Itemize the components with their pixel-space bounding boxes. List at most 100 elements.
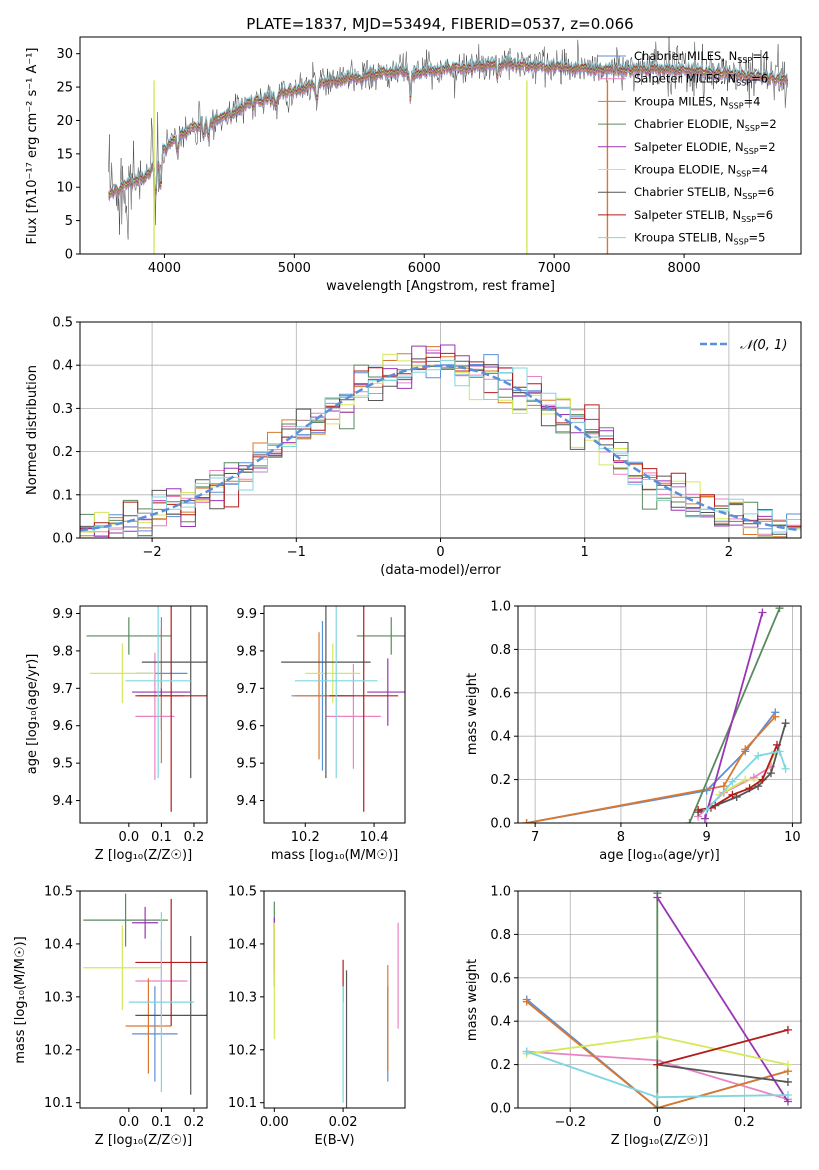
tick-label-x: 0.2	[184, 830, 205, 845]
tick-label-y: 30	[56, 47, 73, 62]
legend-label: Salpeter STELIB, NSSP=6	[634, 208, 773, 224]
tick-label-y: 0.8	[490, 928, 511, 943]
legend-sub: SSP	[729, 101, 744, 110]
residuals-ylabel: Normed distribution	[25, 365, 40, 495]
legend-nssp: =4	[751, 163, 768, 177]
tick-label-y: 10.4	[44, 937, 73, 952]
tick-label-x: 10.4	[360, 830, 389, 845]
tick-label-x: 7	[531, 830, 539, 845]
mass-weight-line	[704, 612, 764, 819]
axes-frame	[517, 890, 802, 1109]
tick-label-y: 0.2	[52, 445, 73, 460]
tick-label-y: 0.6	[490, 971, 511, 986]
mass-weight-marker	[732, 792, 741, 801]
tick-label-x: 2	[725, 545, 733, 560]
tick-label-y: 10.5	[44, 885, 73, 900]
massweight_vs_age-ylabel: mass weight	[465, 673, 480, 755]
mass-weight-marker	[653, 1104, 662, 1108]
mass-weight-marker	[745, 784, 754, 793]
mass-weight-marker	[754, 751, 763, 760]
legend-nssp: =6	[751, 72, 768, 86]
legend-label: Chabrier ELODIE, NSSP=2	[634, 117, 777, 133]
tick-label-y: 10.5	[228, 885, 257, 900]
tick-label-y: 0.2	[490, 1058, 511, 1073]
spectrum-axes	[76, 36, 802, 258]
mass_vs_EBV-plot	[273, 901, 399, 1108]
tick-label-y: 5	[65, 214, 73, 229]
mass-weight-line	[526, 711, 777, 823]
mass-weight-marker	[694, 805, 703, 814]
legend-sub: SSP	[744, 147, 759, 156]
tick-label-y: 15	[56, 147, 73, 162]
massweight_vs_Z-ylabel: mass weight	[465, 959, 480, 1041]
histogram-step	[80, 352, 801, 538]
mass_vs_Z-plot	[83, 893, 207, 1095]
tick-label-x: 10	[784, 830, 801, 845]
tick-label-x: 8000	[668, 261, 701, 276]
axes-frame	[79, 36, 802, 255]
mass-weight-marker	[522, 819, 531, 823]
tick-label-x: 0.00	[260, 1115, 289, 1130]
tick-label-y: 9.6	[52, 719, 73, 734]
tick-label-x: 8	[617, 830, 625, 845]
tick-label-y: 10.3	[44, 990, 73, 1005]
mass-weight-marker	[772, 740, 781, 749]
tick-label-y: 9.9	[236, 607, 257, 622]
tick-label-y: 10.4	[228, 937, 257, 952]
tick-label-y: 0.5	[52, 316, 73, 331]
tick-label-y: 9.7	[236, 682, 257, 697]
tick-label-y: 9.5	[236, 757, 257, 772]
legend-nssp: =4	[744, 94, 761, 108]
axes-frame	[79, 890, 208, 1109]
axis-label-x: mass [log₁₀(M/M☉)]	[271, 848, 398, 863]
tick-label-y: 0.8	[490, 643, 511, 658]
tick-label-x: 0.1	[151, 830, 172, 845]
tick-label-x: 7000	[538, 261, 571, 276]
tick-label-y: 10.2	[44, 1043, 73, 1058]
legend-label: Chabrier STELIB, NSSP=6	[634, 185, 774, 201]
tick-label-x: 1	[581, 545, 589, 560]
mass-weight-marker	[771, 712, 780, 721]
tick-label-x: 9	[703, 830, 711, 845]
tick-label-y: 0.4	[490, 730, 511, 745]
tick-label-y: 0.0	[52, 532, 73, 547]
axis-label-x: E(B-V)	[314, 1133, 354, 1148]
spectrum-ylabel: Flux [fλ10⁻¹⁷ erg cm⁻² s⁻¹ A⁻¹]	[25, 48, 40, 245]
tick-label-y: 0.0	[490, 1102, 511, 1117]
axis-label-x: wavelength [Angstrom, rest frame]	[326, 279, 555, 294]
mass-weight-marker	[522, 1047, 531, 1056]
tick-label-y: 20	[56, 114, 73, 129]
legend-label: Chabrier MILES, NSSP=4	[634, 49, 769, 65]
mass-weight-marker	[781, 719, 790, 728]
legend-label: Salpeter ELODIE, NSSP=2	[634, 140, 776, 156]
massweight_vs_Z-axes	[514, 890, 802, 1112]
mass-weight-marker	[775, 606, 784, 613]
tick-label-x: 10.2	[291, 830, 320, 845]
mass-weight-marker	[741, 745, 750, 754]
legend-sub: SSP	[737, 56, 752, 65]
tick-label-x: 0.1	[151, 1115, 172, 1130]
mass-weight-line	[656, 897, 789, 1102]
tick-label-y: 0.4	[52, 359, 73, 374]
mass-weight-marker	[719, 782, 728, 791]
figure-title: PLATE=1837, MJD=53494, FIBERID=0537, z=0…	[246, 15, 633, 33]
legend-nssp: =5	[749, 231, 766, 245]
legend-sub: SSP	[736, 79, 751, 88]
legend-label: 𝒩(0, 1)	[740, 338, 787, 353]
mass-weight-marker	[522, 997, 531, 1006]
legend-sub: SSP	[734, 238, 749, 247]
mass-weight-marker	[653, 1060, 662, 1069]
tick-label-y: 10.1	[44, 1096, 73, 1111]
tick-label-y: 1.0	[490, 600, 511, 615]
legend-nssp: =4	[752, 49, 769, 63]
histogram-step	[80, 344, 801, 538]
tick-label-y: 9.8	[52, 644, 73, 659]
tick-label-x: 0.02	[329, 1115, 358, 1130]
tick-label-y: 10.2	[228, 1043, 257, 1058]
mass-weight-marker	[758, 775, 767, 784]
mass-weight-marker	[653, 1032, 662, 1041]
mass-weight-marker	[783, 1077, 792, 1086]
mass-weight-marker	[775, 747, 784, 756]
tick-label-y: 9.4	[236, 794, 257, 809]
massweight_vs_Z-plot	[522, 891, 792, 1108]
